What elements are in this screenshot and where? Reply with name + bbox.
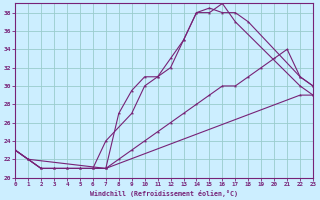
X-axis label: Windchill (Refroidissement éolien,°C): Windchill (Refroidissement éolien,°C) (90, 190, 238, 197)
